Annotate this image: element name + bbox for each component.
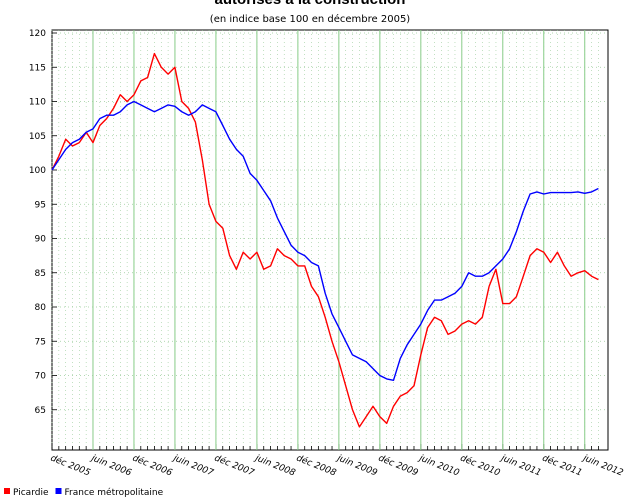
- x-tick-label: déc 2008: [295, 453, 338, 479]
- x-tick-label: juin 2007: [170, 453, 215, 479]
- x-tick-label: déc 2006: [131, 453, 174, 479]
- legend-label: France métropolitaine: [65, 487, 164, 498]
- y-tick-label: 120: [29, 29, 46, 39]
- x-tick-label: juin 2009: [334, 453, 379, 479]
- x-tick-label: déc 2009: [377, 453, 420, 479]
- y-tick-label: 100: [29, 166, 46, 176]
- y-tick-label: 65: [35, 406, 46, 416]
- legend-swatch: [4, 488, 10, 494]
- y-tick-label: 95: [35, 200, 46, 210]
- y-tick-label: 90: [35, 235, 47, 245]
- x-tick-label: juin 2008: [252, 453, 297, 479]
- y-tick-label: 115: [29, 63, 46, 73]
- legend-swatch: [55, 488, 62, 494]
- x-tick-label: juin 2006: [88, 453, 133, 479]
- y-tick-label: 110: [29, 98, 46, 108]
- x-tick-label: déc 2010: [459, 453, 502, 479]
- legend-label: Picardie: [13, 488, 49, 498]
- x-tick-label: déc 2007: [213, 453, 256, 479]
- x-tick-label: juin 2010: [416, 453, 461, 479]
- y-tick-label: 80: [35, 303, 47, 313]
- y-tick-label: 105: [29, 132, 46, 142]
- y-tick-label: 85: [35, 269, 46, 279]
- x-tick-label: déc 2011: [541, 453, 584, 479]
- y-tick-label: 70: [35, 372, 47, 382]
- chart-title: autorisés à la construction: [215, 0, 406, 8]
- x-tick-label: déc 2005: [49, 453, 92, 479]
- x-tick-label: juin 2011: [498, 453, 543, 479]
- line-series: [51, 52, 599, 428]
- x-tick-label: juin 2012: [580, 453, 625, 479]
- y-tick-label: 75: [35, 337, 46, 347]
- plot-frame: [51, 29, 609, 451]
- chart-subtitle: (en indice base 100 en décembre 2005): [210, 13, 411, 25]
- line-series: [51, 100, 599, 381]
